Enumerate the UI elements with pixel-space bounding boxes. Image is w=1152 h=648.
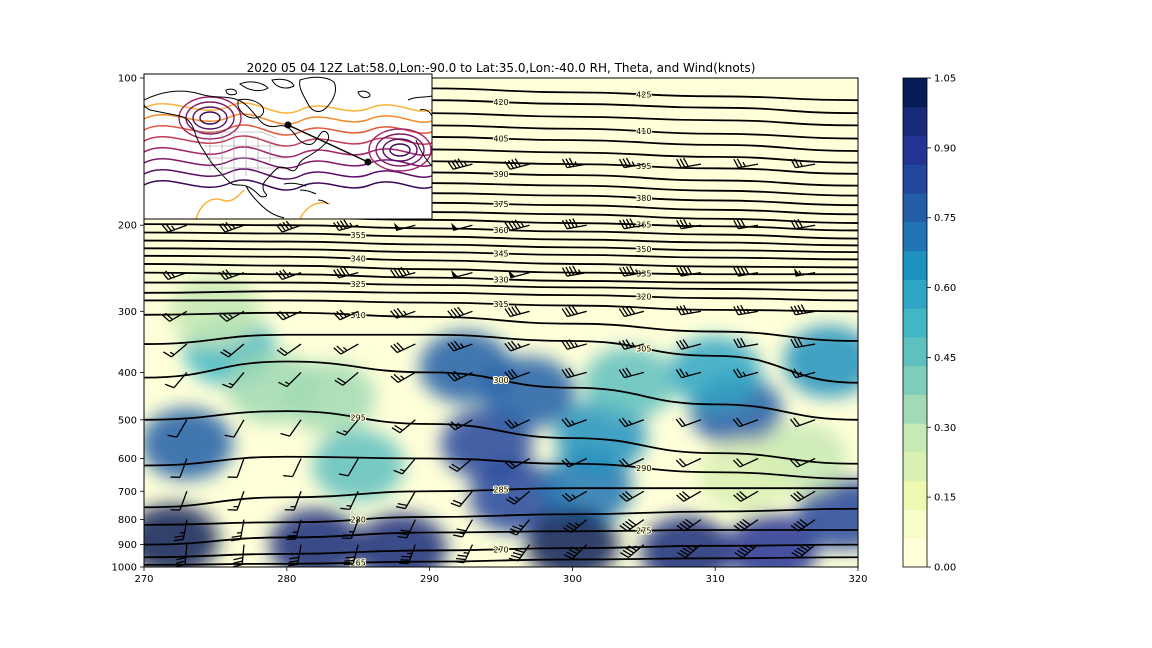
colorbar-step bbox=[903, 251, 927, 280]
rh-blob-24 bbox=[698, 440, 790, 512]
colorbar-step bbox=[903, 423, 927, 452]
rh-blob-22 bbox=[312, 429, 404, 501]
theta-label-340: 340 bbox=[351, 255, 366, 264]
rh-blob-17 bbox=[669, 336, 761, 408]
theta-label-380: 380 bbox=[636, 194, 651, 203]
theta-label-395: 395 bbox=[636, 162, 651, 171]
colorbar-step bbox=[903, 222, 927, 251]
x-tick-label: 310 bbox=[706, 574, 725, 585]
colorbar-step bbox=[903, 452, 927, 481]
colorbar-step bbox=[903, 509, 927, 538]
colorbar-steps bbox=[903, 78, 927, 568]
theta-label-410: 410 bbox=[636, 127, 651, 136]
theta-label-425: 425 bbox=[636, 90, 651, 99]
x-tick-label: 320 bbox=[848, 574, 867, 585]
colorbar-step bbox=[903, 279, 927, 308]
x-tick-label: 280 bbox=[277, 574, 296, 585]
y-tick-label: 900 bbox=[118, 540, 137, 551]
y-tick-label: 100 bbox=[118, 74, 137, 85]
theta-label-300: 300 bbox=[493, 376, 508, 385]
colorbar-step bbox=[903, 538, 927, 567]
y-tick-label: 800 bbox=[118, 515, 137, 526]
theta-label-420: 420 bbox=[493, 98, 508, 107]
theta-label-390: 390 bbox=[493, 170, 508, 179]
colorbar-tick-label: 0.15 bbox=[934, 493, 956, 504]
theta-label-315: 315 bbox=[493, 300, 508, 309]
y-tick-label: 1000 bbox=[112, 563, 137, 574]
rh-blob-3 bbox=[269, 509, 361, 581]
colorbar-step bbox=[903, 164, 927, 193]
y-tick-label: 300 bbox=[118, 307, 137, 318]
section-start-point bbox=[285, 122, 292, 129]
colorbar-step bbox=[903, 78, 927, 107]
colorbar-ticks: 0.00 0.15 0.30 0.45 0.60 0.75 0.90 1.05 bbox=[927, 74, 956, 574]
colorbar-tick-label: 0.90 bbox=[934, 143, 956, 154]
colorbar-step bbox=[903, 136, 927, 165]
x-axis: 270 280 290 300 310 320 bbox=[134, 567, 867, 585]
theta-label-355: 355 bbox=[351, 231, 366, 240]
y-tick-label: 700 bbox=[118, 487, 137, 498]
colorbar-step bbox=[903, 481, 927, 510]
colorbar-tick-label: 0.45 bbox=[934, 353, 956, 364]
theta-label-405: 405 bbox=[493, 135, 508, 144]
y-tick-label: 500 bbox=[118, 415, 137, 426]
theta-label-345: 345 bbox=[493, 249, 508, 258]
y-tick-label: 600 bbox=[118, 454, 137, 465]
colorbar-tick-label: 0.30 bbox=[934, 423, 956, 434]
x-tick-label: 290 bbox=[420, 574, 439, 585]
colorbar-step bbox=[903, 394, 927, 423]
theta-label-285: 285 bbox=[493, 486, 508, 495]
theta-label-365: 365 bbox=[636, 221, 651, 230]
x-tick-label: 270 bbox=[134, 574, 153, 585]
theta-label-320: 320 bbox=[636, 293, 651, 302]
y-axis: 100 200 300 400 500 600 700 800 900 1000 bbox=[112, 74, 144, 574]
x-tick-label: 300 bbox=[563, 574, 582, 585]
colorbar-step bbox=[903, 337, 927, 366]
section-end-point bbox=[365, 159, 372, 166]
colorbar-tick-label: 1.05 bbox=[934, 74, 956, 85]
theta-label-325: 325 bbox=[351, 280, 366, 289]
theta-label-350: 350 bbox=[636, 245, 651, 254]
theta-label-275: 275 bbox=[636, 527, 651, 536]
colorbar-tick-label: 0.00 bbox=[934, 563, 956, 574]
colorbar-step bbox=[903, 308, 927, 337]
theta-label-310: 310 bbox=[351, 311, 366, 320]
theta-label-375: 375 bbox=[493, 200, 508, 209]
rh-blob-19 bbox=[783, 326, 875, 398]
colorbar-step bbox=[903, 107, 927, 136]
colorbar-step bbox=[903, 193, 927, 222]
colorbar: 0.00 0.15 0.30 0.45 0.60 0.75 0.90 1.05 bbox=[903, 74, 956, 574]
theta-label-290: 290 bbox=[636, 464, 651, 473]
colorbar-tick-label: 0.60 bbox=[934, 283, 956, 294]
chart-title: 2020 05 04 12Z Lat:58.0,Lon:-90.0 to Lat… bbox=[247, 61, 756, 75]
colorbar-step bbox=[903, 366, 927, 395]
rh-blob-13 bbox=[584, 347, 676, 419]
colorbar-tick-label: 0.75 bbox=[934, 213, 956, 224]
theta-label-295: 295 bbox=[351, 414, 366, 423]
theta-label-270: 270 bbox=[493, 545, 508, 554]
inset-map bbox=[144, 74, 432, 219]
theta-label-360: 360 bbox=[493, 226, 508, 235]
y-tick-label: 200 bbox=[118, 221, 137, 232]
theta-label-330: 330 bbox=[493, 275, 508, 284]
y-tick-label: 400 bbox=[118, 368, 137, 379]
